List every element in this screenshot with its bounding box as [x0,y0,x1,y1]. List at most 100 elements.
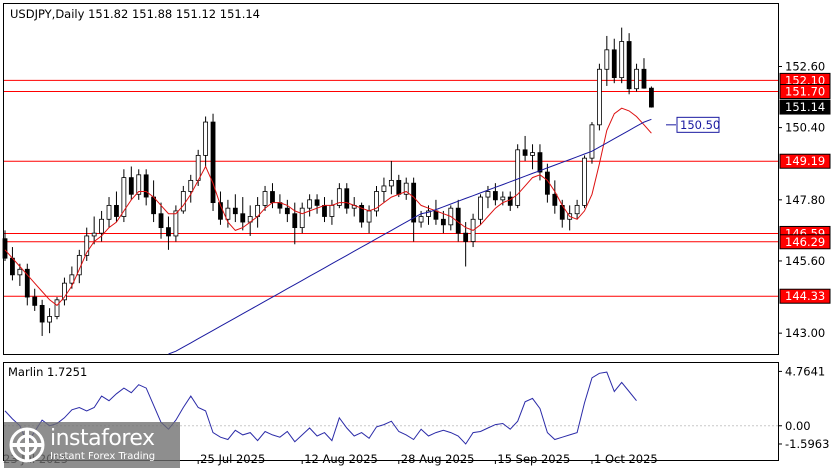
candle-body [284,207,290,215]
candle [574,199,580,220]
candle-body [121,177,127,217]
candle-body [225,207,231,220]
y-tick-label: 147.80 [785,193,825,207]
indicator-label: Marlin 1.7251 [8,365,87,379]
candle-body [530,152,535,156]
candle-body [2,238,8,259]
candle-body [158,213,164,229]
candle-body [597,68,602,126]
candle-body [344,188,350,209]
candle-body [537,152,543,173]
candle-body [166,227,171,237]
candle [136,169,142,200]
current-price-tag-text: 151.14 [785,100,825,114]
candle-body [611,49,617,79]
candle [84,227,90,261]
candle-body [634,68,639,90]
candle-body [649,87,654,108]
current-price-tag-box [779,99,831,115]
candle [262,185,268,211]
indicator-panel-frame [3,362,779,461]
level-tag-2-text: 149.19 [785,154,825,168]
moving-averages-layer [4,107,652,355]
candle [403,177,409,200]
level-tag-5-box [779,288,831,304]
candle [106,197,112,228]
y-tick-label: 145.60 [785,254,825,268]
candle [299,202,305,234]
candle-body [232,207,238,215]
blue-ma-callout-text: 150.50 [680,118,720,132]
watermark-tagline: Instant Forex Trading [50,451,156,462]
y-tick-label: 152.60 [785,60,825,74]
candle-body [54,299,60,317]
candle [597,63,602,131]
candle [314,194,320,214]
candle-body [143,174,149,198]
candle-body [604,49,610,70]
candle [388,160,394,195]
candle [39,299,45,336]
blue-moving-average [168,118,652,355]
level-tag-0-text: 152.10 [785,73,825,87]
candle-body [62,282,67,301]
instaforex-logo-icon [9,427,45,463]
watermark: instaforex Instant Forex Trading [4,422,180,468]
level-tag-2-box [779,153,831,169]
x-tick-label: 15 Sep 2025 [497,452,570,466]
candle [47,308,52,334]
candle-body [322,204,327,217]
candle [478,194,483,225]
candle-body [24,268,30,298]
candle-body [240,213,246,223]
candle-body [195,154,201,181]
candle [359,202,365,228]
level-tag-5-text: 144.33 [785,289,825,303]
candle [381,177,387,203]
candle-body [39,304,45,323]
candle [232,194,238,223]
candle-body [203,121,209,156]
candle-body [114,204,119,217]
candle [440,210,446,234]
level-tag-4-text: 146.29 [785,235,825,249]
x-tick-label: 25 Jul 2025 [200,452,265,466]
x-tick-label: 12 Aug 2025 [304,452,378,466]
candle-body [396,179,402,195]
candle [32,288,38,311]
candle [114,191,119,223]
candle-body [485,191,491,198]
candle-body [128,177,134,195]
candle-body [626,41,632,90]
candle-body [619,41,625,79]
candle-body [84,235,90,256]
candle-body [522,149,528,156]
candle [589,122,595,164]
indicator-tick-label: 0.00 [785,419,811,433]
candle-body [500,196,506,201]
candle [582,155,587,209]
candle [203,116,209,167]
symbol-info: USDJPY,Daily 151.82 151.88 151.12 151.14 [10,7,260,21]
candle-body [10,257,15,276]
candle-body [589,124,595,159]
indicator-tick-label: 4.7641 [785,364,825,378]
candle [649,86,654,108]
candle [530,144,535,170]
candle-body [336,188,342,206]
red-moving-average [4,107,652,307]
candle [62,277,67,306]
candle-body [463,232,469,242]
candle-body [411,182,417,223]
candle-body [270,191,275,204]
candle [552,180,558,214]
candle-body [582,157,587,206]
candle-body [180,191,186,212]
x-tick-label: 1 Oct 2025 [594,452,658,466]
candle-body [574,204,580,215]
level-tag-1-box [779,84,831,99]
candle-body [515,149,521,206]
